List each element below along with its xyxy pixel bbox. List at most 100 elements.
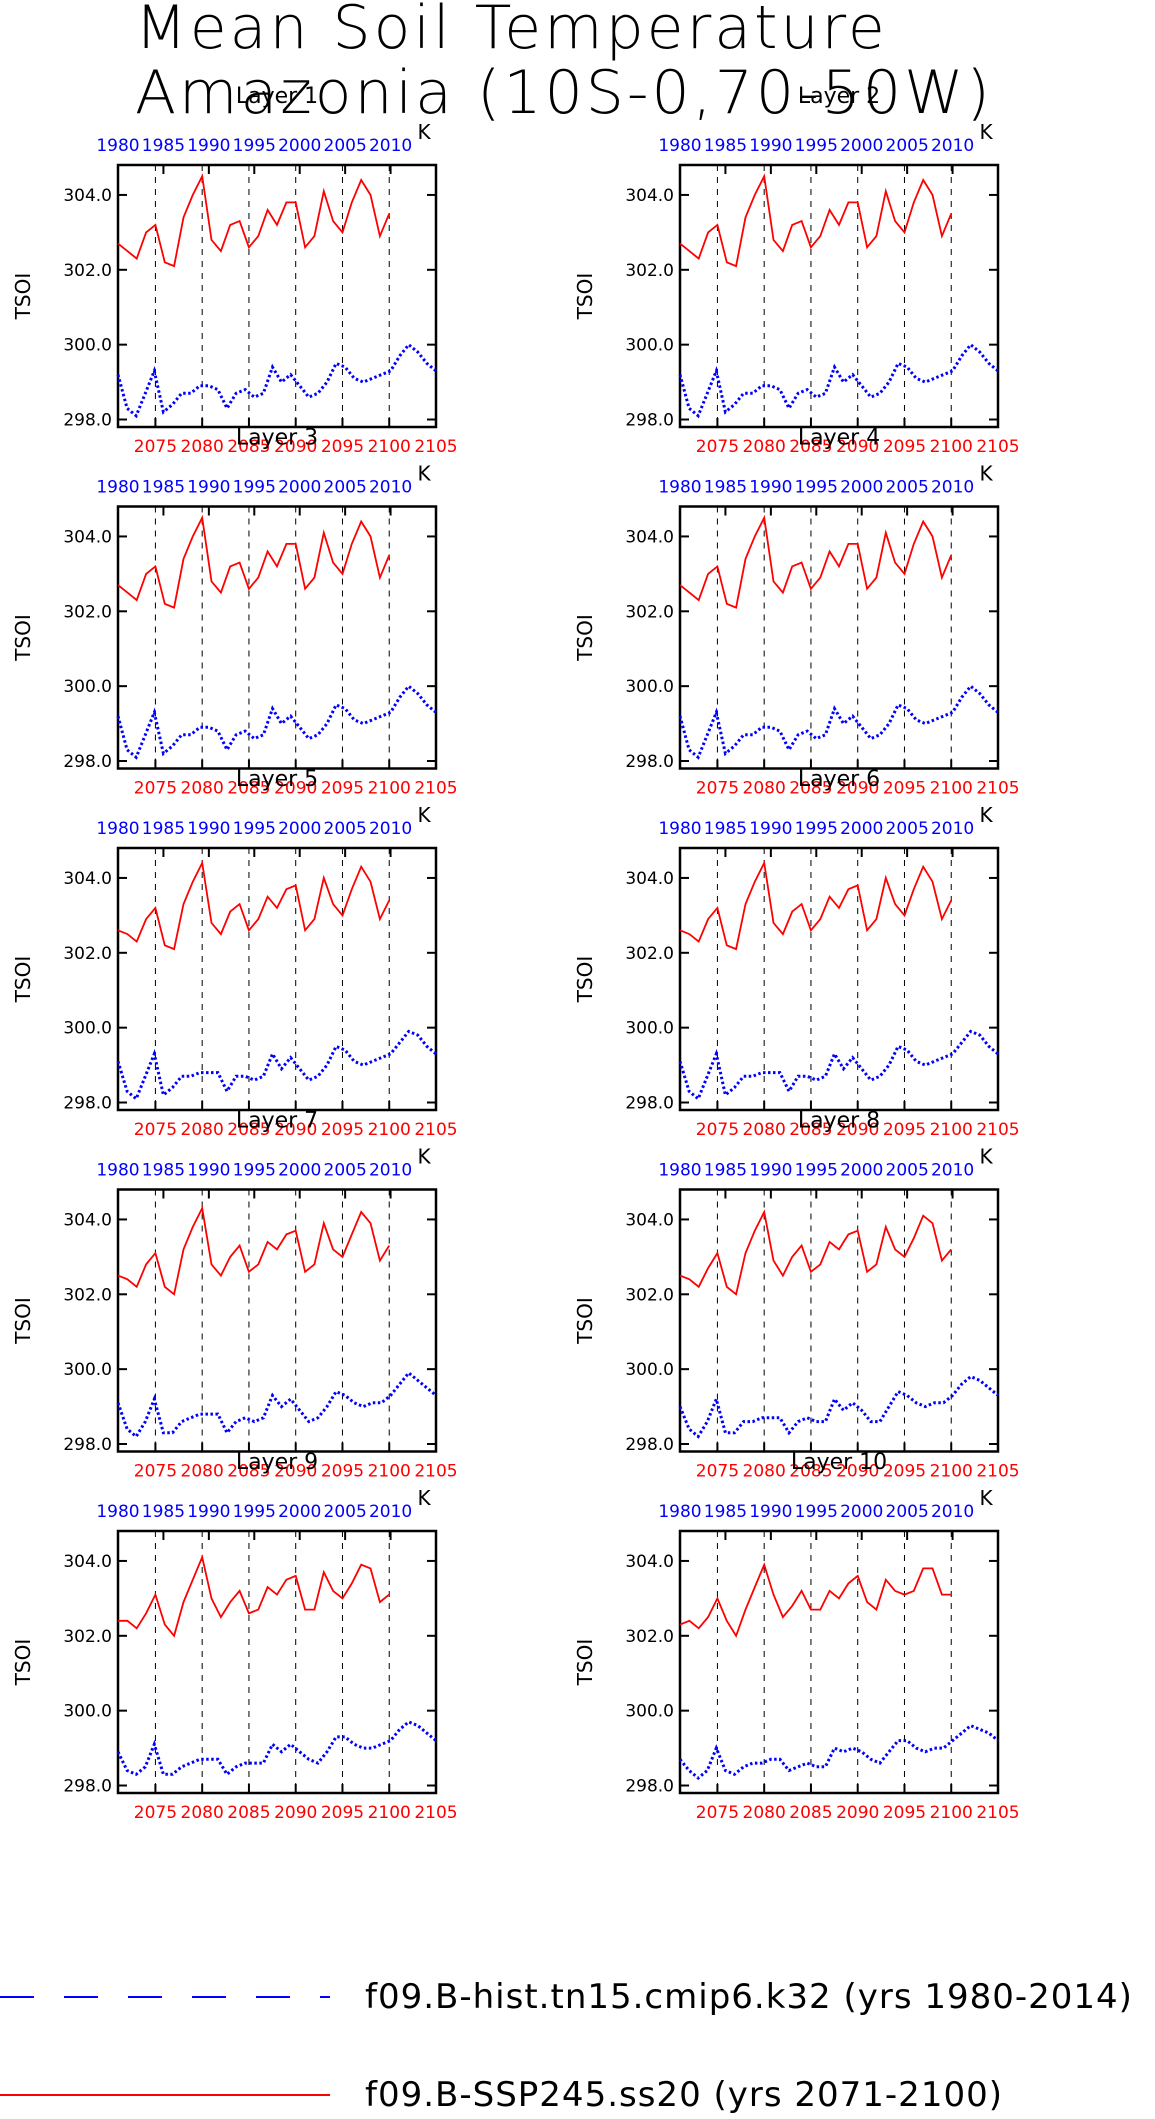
y-tick-label: 298.0 (625, 1777, 674, 1797)
x-tick-label-bottom: 2105 (976, 1462, 1019, 1482)
x-tick-label-top: 1980 (96, 1502, 139, 1522)
y-axis-label: TSOI (11, 956, 35, 1004)
x-tick-label-bottom: 2085 (789, 779, 832, 799)
x-tick-label-bottom: 2100 (930, 437, 973, 457)
y-tick-label: 304.0 (625, 186, 674, 206)
x-tick-label-bottom: 2075 (134, 1803, 177, 1823)
y-axis-label: TSOI (11, 273, 35, 321)
x-tick-label-top: 2000 (840, 136, 883, 156)
x-tick-label-top: 1995 (795, 478, 838, 498)
series-ssp-line (679, 173, 953, 268)
x-tick-label-top: 1995 (795, 136, 838, 156)
x-tick-label-bottom: 2080 (743, 1120, 786, 1140)
y-tick-label: 298.0 (63, 1435, 112, 1455)
plot-frame (678, 1188, 1000, 1453)
y-tick-label: 304.0 (625, 1552, 674, 1572)
y-axis-label: TSOI (573, 1639, 597, 1687)
units-label: K (417, 1145, 431, 1169)
y-axis-label: TSOI (11, 1639, 35, 1687)
x-tick-label-top: 1990 (749, 1161, 792, 1181)
x-tick-label-bottom: 2090 (274, 1462, 317, 1482)
series-ssp-line (117, 514, 391, 609)
x-tick-label-top: 1980 (658, 819, 701, 839)
y-tick-label: 302.0 (63, 602, 112, 622)
series-ssp-line (679, 1209, 952, 1296)
x-tick-label-bottom: 2100 (930, 1120, 973, 1140)
x-tick-label-bottom: 2095 (321, 1120, 364, 1140)
x-tick-label-bottom: 2105 (414, 437, 457, 457)
y-tick-label: 300.0 (63, 1019, 112, 1039)
y-tick-label: 302.0 (625, 1285, 674, 1305)
x-tick-label-top: 1985 (142, 819, 185, 839)
x-tick-label-top: 1995 (233, 136, 276, 156)
plot-frame (678, 505, 1000, 770)
x-tick-label-top: 1980 (658, 1502, 701, 1522)
panel-title: Layer 9 (236, 1450, 318, 1475)
x-tick-label-bottom: 2075 (134, 1120, 177, 1140)
x-tick-label-bottom: 2095 (883, 1120, 926, 1140)
x-tick-label-top: 1985 (704, 136, 747, 156)
x-tick-label-bottom: 2105 (976, 1120, 1019, 1140)
x-tick-label-bottom: 2085 (227, 1462, 270, 1482)
x-tick-label-bottom: 2100 (368, 1803, 411, 1823)
plot-frame (678, 1529, 1000, 1795)
units-label: K (417, 120, 431, 144)
x-tick-label-bottom: 2085 (227, 779, 270, 799)
x-tick-label-bottom: 2090 (836, 1120, 879, 1140)
series-ssp-line (117, 173, 391, 268)
y-tick-label: 304.0 (625, 1210, 674, 1230)
x-tick-label-top: 1990 (187, 136, 230, 156)
x-tick-label-bottom: 2080 (743, 1803, 786, 1823)
x-tick-label-top: 2000 (840, 1502, 883, 1522)
y-tick-label: 300.0 (63, 677, 112, 697)
plot-frame (116, 505, 438, 770)
plot-frame (116, 1529, 438, 1795)
x-tick-label-top: 2005 (886, 1161, 929, 1181)
x-tick-label-top: 2005 (886, 1502, 929, 1522)
x-tick-label-bottom: 2095 (883, 779, 926, 799)
y-tick-label: 302.0 (63, 1627, 112, 1647)
series-ssp-line (679, 860, 953, 951)
panel-title: Layer 3 (236, 426, 318, 451)
x-tick-label-bottom: 2100 (930, 779, 973, 799)
x-tick-label-bottom: 2105 (976, 1803, 1019, 1823)
x-tick-label-top: 2005 (324, 1161, 367, 1181)
x-tick-label-bottom: 2090 (836, 779, 879, 799)
x-tick-label-top: 1990 (187, 1161, 230, 1181)
y-tick-label: 304.0 (63, 869, 112, 889)
x-tick-label-bottom: 2090 (274, 1803, 317, 1823)
x-tick-label-top: 1990 (749, 1502, 792, 1522)
y-tick-label: 298.0 (63, 411, 112, 431)
y-tick-label: 302.0 (625, 1627, 674, 1647)
y-axis-label: TSOI (11, 614, 35, 662)
x-tick-label-top: 1985 (704, 478, 747, 498)
x-tick-label-bottom: 2095 (321, 779, 364, 799)
y-tick-label: 298.0 (625, 1094, 674, 1114)
y-tick-label: 298.0 (63, 752, 112, 772)
panel-title: Layer 2 (798, 84, 880, 109)
y-tick-label: 304.0 (63, 1210, 112, 1230)
x-tick-label-bottom: 2080 (743, 1462, 786, 1482)
x-tick-label-top: 2010 (931, 136, 974, 156)
y-tick-label: 304.0 (625, 527, 674, 547)
y-tick-label: 298.0 (63, 1094, 112, 1114)
x-tick-label-top: 1980 (658, 478, 701, 498)
x-tick-label-top: 2010 (369, 136, 412, 156)
x-tick-label-bottom: 2080 (181, 437, 224, 457)
series-hist-line (678, 342, 999, 419)
legend-ssp-label: f09.B-SSP245.ss20 (yrs 2071-2100) (365, 2075, 1003, 2115)
panel-title: Layer 7 (236, 1109, 318, 1134)
plot-frame (116, 846, 438, 1112)
x-tick-label-bottom: 2085 (227, 1803, 270, 1823)
chart-title-line-1: Mean Soil Temperature (135, 0, 888, 63)
y-tick-label: 300.0 (625, 1360, 674, 1380)
x-tick-label-bottom: 2100 (368, 1120, 411, 1140)
x-tick-label-top: 1985 (704, 1502, 747, 1522)
x-tick-label-top: 1990 (187, 1502, 230, 1522)
x-tick-label-bottom: 2085 (227, 437, 270, 457)
